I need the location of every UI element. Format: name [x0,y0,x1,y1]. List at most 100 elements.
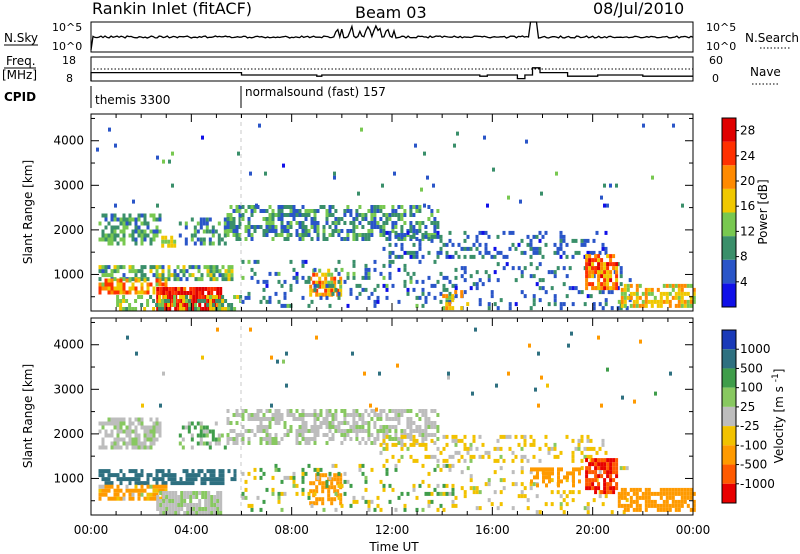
power-cell [153,214,156,218]
power-cell [326,296,329,300]
velocity-cell [117,438,120,442]
power-cell [597,286,600,290]
power-cell [425,235,428,239]
power-cell [394,225,397,229]
power-cell [275,233,278,237]
power-cell [672,296,675,300]
power-cell [111,230,114,234]
velocity-cell [117,493,120,497]
power-cell [337,229,340,233]
velocity-cell [428,500,431,504]
velocity-cell [201,481,204,485]
velocity-cell [400,429,403,433]
power-cell [158,303,161,307]
power-cell [533,251,536,255]
velocity-cell [144,481,147,485]
velocity-cell [545,435,548,439]
velocity-cell [424,425,427,429]
power-cell [150,214,153,218]
velocity-cell [437,447,440,451]
power-cell [321,281,324,285]
power-cell [156,269,159,273]
power-cell [681,284,684,288]
velocity-cell [355,433,358,437]
power-cell [299,237,302,241]
power-cell [422,280,425,284]
velocity-cell [344,492,347,496]
velocity-cell [368,504,371,508]
velocity-cell [251,508,254,512]
velocity-cell [165,499,168,503]
power-cell [569,266,572,270]
power-cell [456,132,459,136]
velocity-cell [672,500,675,504]
velocity-cell [606,458,609,462]
velocity-cell [618,500,621,504]
power-cell [102,265,105,269]
power-cell [545,231,548,235]
power-cell [231,265,234,269]
velocity-cell [210,469,213,473]
power-cell [605,302,608,306]
velocity-cell [129,434,132,438]
velocity-cell [545,443,548,447]
velocity-cell [326,413,329,417]
velocity-cell [192,477,195,481]
power-cell [373,217,376,221]
power-cell [212,295,215,299]
power-cell [116,299,119,303]
velocity-cell [515,435,518,439]
x-tick-label: 00:00 [676,523,711,537]
velocity-cell [594,478,597,482]
velocity-cell [308,413,311,417]
power-cell [132,230,135,234]
power-cell [224,234,227,238]
velocity-cell [449,468,452,472]
power-cell [293,205,296,209]
velocity-cell [554,447,557,451]
velocity-cell [192,469,195,473]
velocity-cell [327,489,330,493]
power-cell [236,205,239,209]
power-cell [156,226,159,230]
power-cell [687,304,690,308]
velocity-cell [141,422,144,426]
power-cell [621,300,624,304]
x-axis-labels: 00:00 04:00 08:00 12:00 16:00 20:00 00:00 [74,523,711,537]
power-cell [183,269,186,273]
power-cell [227,303,230,307]
power-cell [227,213,230,217]
velocity-cell [380,443,383,447]
velocity-cell [159,503,162,507]
power-cell [690,300,693,304]
power-cell [466,302,469,306]
power-cell [219,273,222,277]
velocity-panel: Slant Range [km] 1000200030004000 100050… [21,318,786,515]
velocity-cell [114,442,117,446]
power-cell [554,302,557,306]
velocity-colorbar-swatch [722,445,736,464]
power-cell [515,278,518,282]
power-cell [210,265,213,269]
velocity-cell [404,508,407,512]
velocity-cell [376,433,379,437]
velocity-cell [135,442,138,446]
power-cell [361,213,364,217]
power-cell [183,273,186,277]
power-cell [128,307,131,311]
power-cell [269,221,272,225]
velocity-cell [204,499,207,503]
power-cell [153,218,156,222]
power-cell [284,304,287,308]
velocity-cell [147,485,150,489]
power-cell [315,273,318,277]
x-axis-title: Time UT [368,540,419,554]
velocity-cell [687,488,690,492]
velocity-cell [554,455,557,459]
velocity-cell [269,441,272,445]
velocity-cell [266,433,269,437]
velocity-cell [299,413,302,417]
power-cell [349,209,352,213]
power-cell [156,279,159,283]
power-cell [318,277,321,281]
